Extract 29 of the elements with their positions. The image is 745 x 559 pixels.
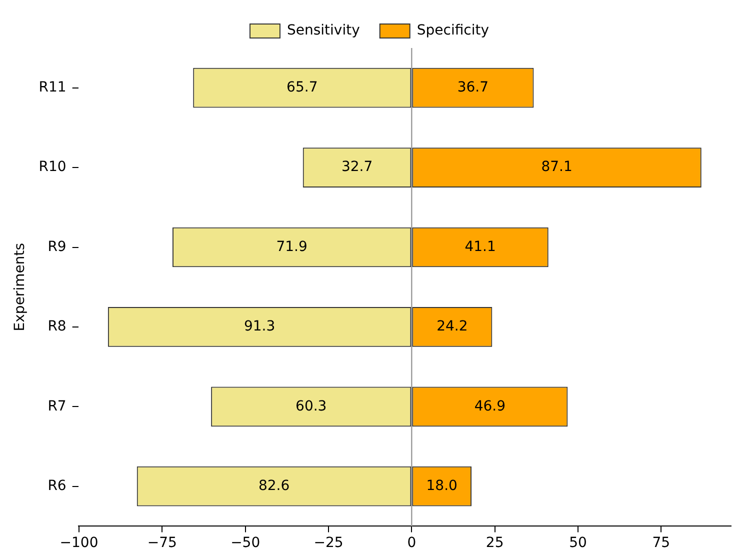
x-tick-label: −25 [314, 535, 344, 552]
y-tick-label: R10 [38, 159, 66, 176]
x-tick-label: 25 [486, 535, 504, 552]
data-label: 41.1 [464, 238, 496, 255]
data-label: 71.9 [276, 238, 308, 255]
y-tick-label: R9 [48, 238, 66, 255]
data-label: 46.9 [474, 398, 506, 414]
y-tick-label: R11 [38, 79, 66, 96]
y-axis-title: Experiments [12, 243, 28, 332]
x-tick-label: 75 [652, 535, 670, 552]
data-label: 91.3 [244, 318, 276, 335]
x-tick-label: −50 [230, 535, 260, 552]
y-tick-label: R6 [48, 478, 66, 494]
y-tick-label: R7 [48, 398, 66, 414]
x-tick-label: 0 [407, 535, 416, 552]
x-tick-label: −75 [147, 535, 177, 552]
x-tick-label: −100 [60, 535, 98, 552]
data-label: 65.7 [286, 79, 318, 96]
y-tick-label: R8 [48, 318, 66, 335]
data-label: 18.0 [426, 478, 458, 494]
legend-label: Specificity [416, 22, 490, 39]
data-label: 87.1 [541, 159, 572, 176]
data-label: 24.2 [436, 318, 468, 335]
data-label: 82.6 [258, 478, 290, 494]
legend-label: Sensitivity [286, 22, 360, 39]
data-label: 36.7 [457, 79, 489, 96]
x-tick-label: 50 [569, 535, 587, 552]
data-label: 32.7 [341, 159, 373, 176]
data-label: 60.3 [296, 398, 327, 414]
